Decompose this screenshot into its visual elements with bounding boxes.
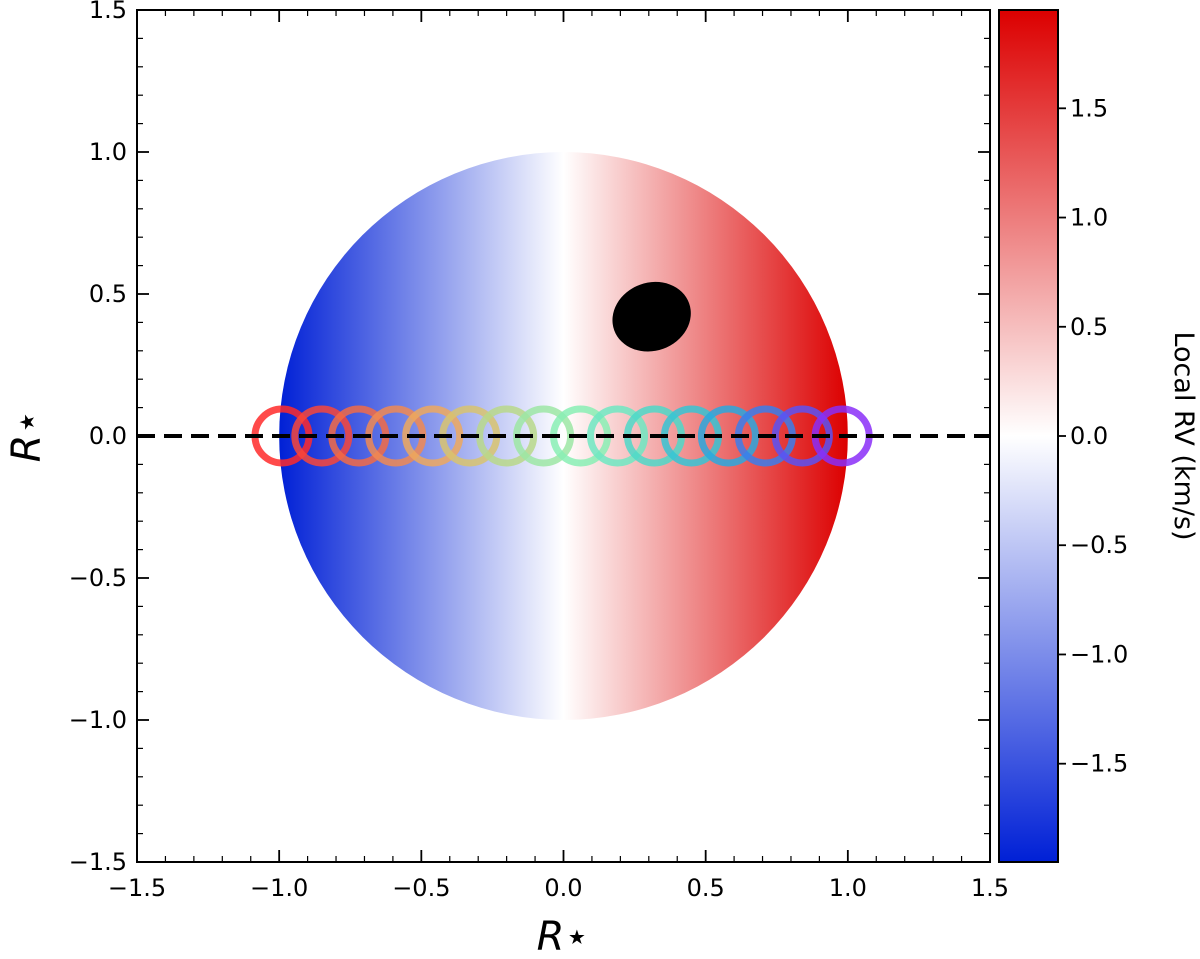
plot-area bbox=[137, 152, 990, 720]
stellar-disk bbox=[279, 152, 848, 720]
colorbar-tick-label: 1.5 bbox=[1070, 94, 1108, 122]
axes: −1.5 −1.0 −0.5 0.0 0.5 1.0 1.5 −1.5 −1.0 −0.5 0.0 0… bbox=[69, 0, 1009, 902]
x-tick-label: −1.5 bbox=[108, 874, 166, 902]
x-axis-label: R⋆ bbox=[537, 914, 590, 959]
x-tick-label: 0.5 bbox=[687, 874, 725, 902]
colorbar-tick-label: 0.0 bbox=[1070, 422, 1108, 450]
y-tick-label: 0.5 bbox=[89, 280, 127, 308]
planet-position-ring bbox=[697, 405, 759, 467]
x-tick-label: −0.5 bbox=[392, 874, 450, 902]
colorbar-tick-label: 1.0 bbox=[1070, 204, 1108, 232]
y-tick-label: −1.5 bbox=[69, 848, 127, 876]
colorbar-tick-label: −1.5 bbox=[1070, 750, 1128, 778]
planet-position-ring bbox=[587, 405, 649, 467]
planet-position-ring bbox=[291, 405, 353, 467]
colorbar: −1.5 −1.0 −0.5 0.0 0.5 1.0 1.5 bbox=[998, 9, 1128, 863]
colorbar-label: Local RV (km/s) bbox=[1168, 331, 1199, 540]
planet-position-ring bbox=[476, 405, 538, 467]
star-spot bbox=[612, 281, 691, 352]
y-axis-label: R⋆ bbox=[4, 410, 50, 463]
colorbar-tick-label: 0.5 bbox=[1070, 313, 1108, 341]
colorbar-tick-label: −1.0 bbox=[1070, 640, 1128, 668]
y-tick-label: 0.0 bbox=[89, 422, 127, 450]
colorbar-gradient bbox=[998, 9, 1059, 863]
x-tick-label: 1.5 bbox=[971, 874, 1009, 902]
x-tick-label: 1.0 bbox=[829, 874, 867, 902]
y-tick-label: 1.5 bbox=[89, 0, 127, 24]
y-tick-label: 1.0 bbox=[89, 138, 127, 166]
y-tick-label: −0.5 bbox=[69, 564, 127, 592]
x-tick-label: 0.0 bbox=[544, 874, 582, 902]
colorbar-tick-label: −0.5 bbox=[1070, 531, 1128, 559]
planet-position-ring bbox=[402, 405, 464, 467]
y-tick-label: −1.0 bbox=[69, 706, 127, 734]
x-tick-label: −1.0 bbox=[250, 874, 308, 902]
